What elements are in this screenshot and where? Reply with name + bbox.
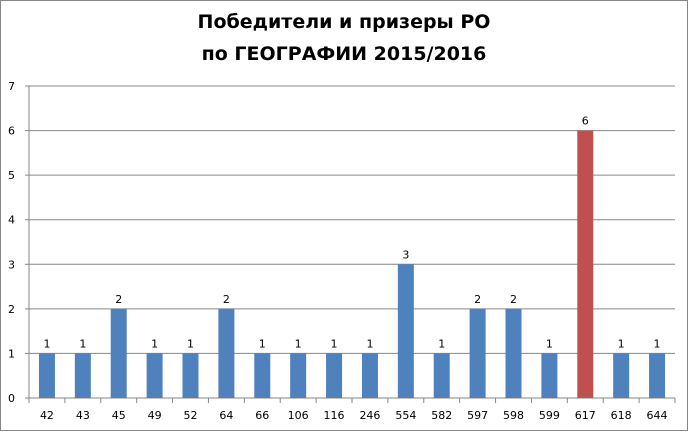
data-label-116: 1 [331, 337, 338, 350]
x-tick-label: 64 [219, 409, 233, 422]
x-tick-label: 597 [467, 409, 488, 422]
data-label-597: 2 [474, 293, 481, 306]
x-tick-label: 116 [324, 409, 345, 422]
y-tick-label: 7 [8, 80, 15, 93]
data-label-599: 1 [546, 337, 553, 350]
data-label-52: 1 [187, 337, 194, 350]
bar-66 [254, 353, 271, 398]
x-tick-label: 43 [76, 409, 90, 422]
data-label-582: 1 [438, 337, 445, 350]
bar-106 [290, 353, 307, 398]
x-tick-label: 52 [184, 409, 198, 422]
bar-618 [613, 353, 630, 398]
bar-52 [182, 353, 199, 398]
bar-49 [146, 353, 163, 398]
x-tick-label: 618 [611, 409, 632, 422]
y-tick-label: 6 [8, 125, 15, 138]
data-label-49: 1 [151, 337, 158, 350]
y-tick-label: 0 [8, 392, 15, 405]
chart-title-line2: по ГЕОГРАФИИ 2015/2016 [201, 43, 487, 65]
data-label-66: 1 [259, 337, 266, 350]
data-label-43: 1 [79, 337, 86, 350]
bar-644 [649, 353, 666, 398]
bar-246 [361, 353, 378, 398]
x-tick-label: 599 [539, 409, 560, 422]
bar-42 [38, 353, 55, 398]
data-label-246: 1 [366, 337, 373, 350]
chart-title-line1: Победители и призеры РО [197, 11, 491, 33]
x-tick-label: 45 [112, 409, 126, 422]
bar-64 [218, 308, 235, 398]
data-label-64: 2 [223, 293, 230, 306]
data-label-45: 2 [115, 293, 122, 306]
data-label-598: 2 [510, 293, 517, 306]
bar-554 [397, 264, 414, 398]
y-tick-label: 1 [8, 347, 15, 360]
y-tick-label: 4 [8, 214, 15, 227]
data-label-644: 1 [654, 337, 661, 350]
bar-43 [74, 353, 91, 398]
x-tick-label: 42 [40, 409, 54, 422]
x-tick-label: 598 [503, 409, 524, 422]
data-label-42: 1 [43, 337, 50, 350]
x-tick-label: 582 [431, 409, 452, 422]
x-tick-label: 554 [395, 409, 416, 422]
bar-45 [110, 308, 127, 398]
bar-599 [541, 353, 558, 398]
x-tick-label: 106 [288, 409, 309, 422]
bar-617 [577, 130, 594, 399]
data-label-106: 1 [295, 337, 302, 350]
x-tick-label: 644 [647, 409, 668, 422]
x-tick-label: 49 [148, 409, 162, 422]
bar-582 [433, 353, 450, 398]
data-label-618: 1 [618, 337, 625, 350]
x-tick-label: 66 [255, 409, 269, 422]
x-tick-label: 617 [575, 409, 596, 422]
data-label-617: 6 [582, 115, 589, 128]
data-label-554: 3 [402, 248, 409, 261]
bar-116 [326, 353, 343, 398]
x-tick-label: 246 [359, 409, 380, 422]
bar-597 [469, 308, 486, 398]
y-tick-label: 5 [8, 169, 15, 182]
y-tick-label: 3 [8, 258, 15, 271]
bar-598 [505, 308, 522, 398]
y-tick-label: 2 [8, 303, 15, 316]
